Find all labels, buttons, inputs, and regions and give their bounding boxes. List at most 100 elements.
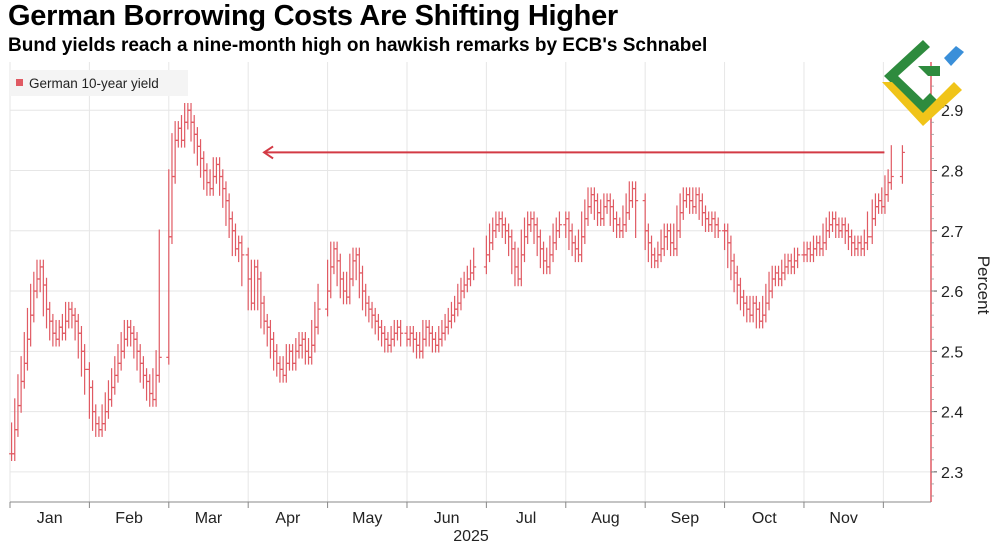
ohlc-bar — [175, 121, 181, 148]
ohlc-bar — [591, 187, 597, 220]
ohlc-bar — [830, 211, 836, 232]
ohlc-bar — [652, 247, 658, 269]
ohlc-bar — [44, 277, 50, 329]
ohlc-bar — [328, 241, 334, 299]
ohlc-bar — [515, 247, 521, 287]
ohlc-bar — [817, 235, 823, 257]
ohlc-bar — [528, 211, 534, 232]
axes — [10, 62, 932, 503]
ohlc-bar — [261, 295, 267, 335]
ohlc-bar — [350, 247, 356, 287]
ohlc-bar — [340, 271, 346, 305]
ohlc-bar — [239, 235, 245, 287]
grid-lines — [9, 62, 931, 502]
ohlc-bar — [496, 211, 502, 232]
ohlc-bar — [785, 253, 791, 275]
ohlc-bar — [750, 295, 756, 323]
ohlc-bar — [709, 211, 715, 232]
ohlc-bar — [661, 223, 667, 257]
ohlc-bar — [360, 265, 366, 311]
ohlc-bar — [804, 241, 810, 263]
ohlc-bar — [82, 344, 88, 395]
x-tick-label: Sep — [671, 510, 700, 527]
ohlc-bar — [207, 169, 213, 196]
ohlc-bar — [423, 319, 429, 347]
ohlc-bar — [693, 187, 699, 214]
ohlc-bar — [325, 259, 331, 317]
ohlc-bar — [753, 295, 759, 329]
ohlc-bar — [53, 319, 59, 347]
x-tick-label: Jan — [37, 510, 63, 527]
ohlc-bar — [90, 380, 96, 431]
ohlc-bar — [696, 187, 702, 220]
ohlc-bar — [66, 301, 72, 329]
ohlc-bar — [293, 338, 299, 371]
ohlc-bar — [37, 259, 43, 293]
ohlc-bar — [407, 326, 413, 347]
ohlc-bar — [156, 229, 162, 383]
ohlc-bar — [769, 265, 775, 299]
chart-subtitle: Bund yields reach a nine-month high on h… — [8, 35, 708, 56]
ohlc-bar — [86, 362, 92, 419]
ohlc-bar — [858, 235, 864, 257]
y-tick-label: 2.4 — [941, 405, 963, 422]
x-axis-year-label: 2025 — [453, 528, 489, 545]
ohlc-bar — [677, 193, 683, 238]
price-bars — [9, 102, 905, 462]
ohlc-bar — [490, 217, 496, 251]
ohlc-bar — [471, 247, 477, 281]
ohlc-bar — [182, 102, 188, 148]
ohlc-bar — [588, 187, 594, 214]
ohlc-bar — [274, 344, 280, 377]
ohlc-bar — [302, 332, 308, 365]
ohlc-bar — [458, 277, 464, 311]
ohlc-bar — [258, 271, 264, 329]
ohlc-bar — [232, 223, 238, 257]
ohlc-bar — [575, 229, 581, 263]
ohlc-bar — [629, 181, 635, 208]
ohlc-bar — [541, 241, 547, 275]
ohlc-bar — [531, 211, 537, 245]
ohlc-bar — [433, 332, 439, 353]
ohlc-bar — [226, 193, 232, 238]
ohlc-bar — [699, 193, 705, 226]
ohlc-bar — [509, 229, 515, 275]
ohlc-bar — [394, 319, 400, 341]
ohlc-bar — [582, 199, 588, 245]
brand-logo-icon — [882, 40, 964, 126]
ohlc-bar — [150, 368, 156, 407]
ohlc-bar — [385, 332, 391, 353]
ohlc-bar — [236, 235, 242, 263]
y-tick-label: 2.7 — [941, 224, 963, 241]
ohlc-bar — [153, 350, 159, 407]
ohlc-bar — [223, 181, 229, 226]
ohlc-bar — [255, 259, 261, 311]
ohlc-bar — [556, 211, 562, 238]
ohlc-bar — [229, 211, 235, 257]
ohlc-bar — [855, 235, 861, 257]
ohlc-bar — [363, 283, 369, 317]
ohlc-bar — [760, 295, 766, 329]
x-tick-label: Mar — [195, 510, 223, 527]
ohlc-bar — [668, 223, 674, 257]
ohlc-bar — [59, 313, 65, 341]
ohlc-bar — [125, 319, 131, 347]
ohlc-bar — [864, 211, 870, 251]
y-tick-label: 2.5 — [941, 344, 963, 361]
ohlc-bar — [610, 199, 616, 232]
ohlc-bar — [166, 169, 172, 365]
ohlc-bar — [569, 223, 575, 257]
ohlc-bar — [309, 319, 315, 365]
ohlc-bar — [876, 193, 882, 214]
ohlc-bar — [728, 235, 734, 281]
ohlc-bar — [417, 332, 423, 359]
ohlc-bar — [506, 223, 512, 257]
ohlc-bar — [776, 265, 782, 287]
ohlc-bar — [185, 102, 191, 130]
ohlc-bar — [264, 313, 270, 347]
ohlc-bar — [31, 271, 37, 323]
ohlc-bar — [144, 368, 150, 401]
ohlc-bar — [56, 319, 62, 347]
y-axis-title: Percent — [974, 256, 993, 315]
